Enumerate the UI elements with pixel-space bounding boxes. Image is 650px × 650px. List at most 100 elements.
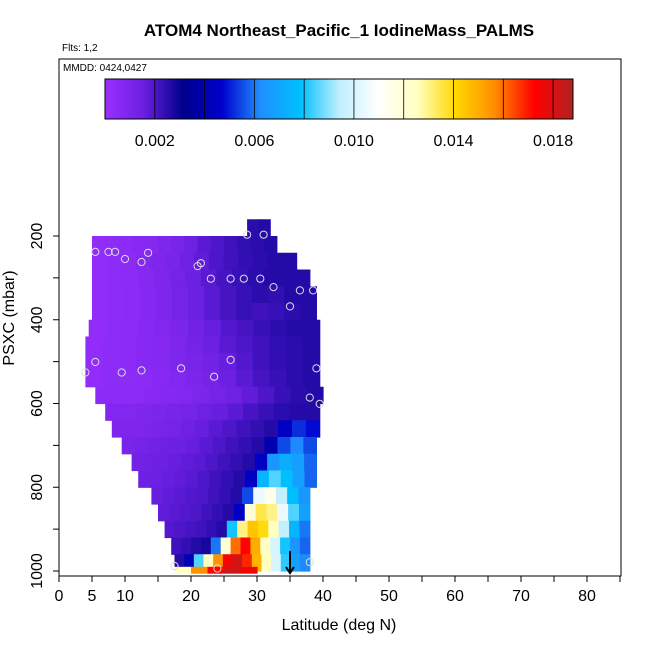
- heatmap-cell: [197, 403, 214, 421]
- x-tick-label: 5: [88, 588, 97, 605]
- heatmap-cell: [226, 520, 238, 539]
- heatmap-cell: [280, 554, 292, 572]
- heatmap-cell: [306, 386, 324, 405]
- colorbar-tick-label: 0.014: [433, 133, 473, 150]
- heatmap-cell: [147, 437, 162, 455]
- heatmap-cell: [180, 453, 194, 472]
- heatmap-cell: [118, 236, 133, 254]
- sample-point: [81, 368, 90, 377]
- heatmap-cell: [85, 353, 103, 371]
- sample-point: [305, 393, 314, 402]
- x-tick-label: 30: [248, 588, 266, 605]
- sample-point: [305, 558, 314, 567]
- heatmap-cell: [219, 370, 237, 388]
- heatmap-cell: [290, 437, 305, 455]
- sample-point: [91, 247, 100, 256]
- heatmap-cell: [236, 353, 254, 371]
- heatmap-cell: [257, 470, 270, 488]
- heatmap-cell: [217, 453, 231, 472]
- heatmap-cell: [223, 252, 239, 271]
- heatmap-cell: [236, 303, 253, 321]
- heatmap-cell: [111, 420, 127, 438]
- heatmap-cell: [139, 420, 154, 438]
- heatmap-cell: [153, 420, 168, 438]
- sample-point: [120, 254, 130, 264]
- heatmap-cell: [232, 554, 243, 572]
- heatmap-cell: [255, 504, 268, 522]
- colorbar-tick-label: 0.010: [334, 133, 374, 150]
- heatmap-cell: [289, 520, 301, 539]
- heatmap-cell: [151, 487, 164, 505]
- heatmap-cell: [221, 470, 234, 488]
- heatmap-cell: [268, 470, 282, 488]
- heatmap-cell: [135, 403, 152, 421]
- heatmap-cell: [210, 236, 225, 254]
- heatmap-cell: [185, 269, 202, 287]
- heatmap-cell: [225, 386, 243, 405]
- heatmap-cell: [303, 319, 321, 338]
- heatmap-cell: [300, 286, 317, 304]
- heatmap-cell: [85, 370, 103, 388]
- heatmap-cell: [240, 537, 251, 555]
- heatmap-cell: [284, 286, 301, 304]
- heatmap-cell: [152, 370, 170, 388]
- heatmap-cell: [269, 336, 287, 354]
- sample-point: [269, 283, 278, 292]
- heatmap-cell: [252, 303, 269, 321]
- heatmap-cell: [264, 420, 279, 438]
- heatmap-cell: [269, 353, 287, 371]
- heatmap-cell: [140, 286, 157, 304]
- sample-point: [170, 561, 179, 571]
- heatmap-cell: [131, 236, 146, 254]
- heatmap-cell: [193, 453, 207, 472]
- colorbar-gradient: [104, 78, 574, 120]
- heatmap-cell: [267, 453, 281, 472]
- heatmap-cell: [263, 269, 280, 287]
- chart-title: ATOM4 Northeast_Pacific_1 IodineMass_PAL…: [144, 21, 534, 40]
- sample-points: [81, 230, 324, 573]
- heatmap-cell: [257, 520, 269, 539]
- sample-point: [91, 357, 100, 367]
- sample-point: [259, 230, 268, 239]
- heatmap-cell: [167, 420, 182, 438]
- heatmap-cell: [197, 236, 212, 254]
- heatmap-cell: [92, 236, 106, 254]
- heatmap-cell: [304, 403, 321, 421]
- sample-point: [137, 257, 146, 267]
- heatmap-cell: [138, 269, 155, 287]
- heatmap-cell: [212, 403, 229, 421]
- heatmap-cell: [266, 504, 278, 522]
- heatmap-cell: [105, 403, 122, 421]
- heatmap-cell: [251, 437, 266, 455]
- plot-frame: [58, 58, 622, 577]
- heatmap-cell: [302, 336, 321, 354]
- heatmap-cell: [194, 420, 210, 438]
- heatmap-cell: [156, 303, 173, 321]
- heatmap-cell: [118, 370, 137, 388]
- heatmap-cell: [224, 566, 242, 574]
- heatmap-cell: [151, 403, 168, 421]
- heatmap-cell: [270, 537, 281, 555]
- heatmap-cell: [289, 403, 305, 421]
- heatmap-cell: [202, 336, 220, 354]
- heatmap-cell: [252, 252, 268, 271]
- heatmap-cell: [230, 487, 243, 505]
- heatmap-cell: [258, 219, 271, 237]
- heatmap-cell: [172, 286, 189, 304]
- heatmap-cell: [207, 566, 225, 574]
- heatmap-cell: [268, 520, 280, 539]
- sample-point: [226, 274, 235, 283]
- heatmap-cell: [169, 353, 187, 371]
- heatmap-cell: [173, 470, 187, 488]
- heatmap-cell: [212, 504, 224, 522]
- heatmap-cell: [184, 236, 199, 254]
- heatmap-cell: [179, 252, 195, 271]
- heatmap-cell: [171, 319, 189, 338]
- heatmap-cell: [270, 319, 288, 338]
- heatmap-cell: [291, 420, 307, 438]
- sample-point: [196, 259, 205, 268]
- heatmap-cell: [176, 386, 194, 405]
- heatmap-cell: [162, 487, 175, 505]
- flights-label: Flts: 1,2: [62, 43, 98, 54]
